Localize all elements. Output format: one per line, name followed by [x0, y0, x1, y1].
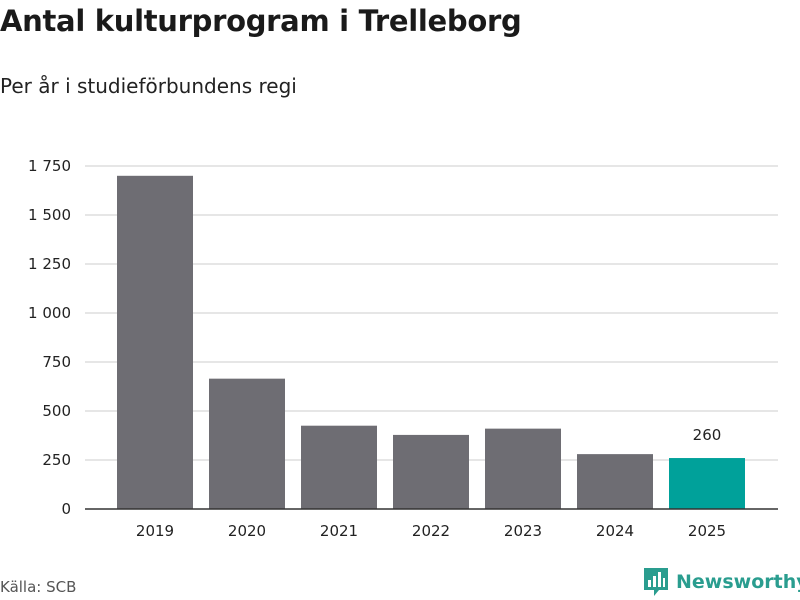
- y-tick-label: 750: [42, 353, 71, 371]
- y-axis-tick-labels: 0 250 500 750 1 000 1 250 1 500 1 750: [28, 157, 71, 518]
- x-tick-label: 2023: [504, 522, 542, 540]
- y-tick-label: 0: [61, 500, 71, 518]
- newsworthy-logo-icon: [644, 568, 668, 596]
- x-tick-label: 2020: [228, 522, 266, 540]
- y-tick-label: 500: [42, 402, 71, 420]
- bar-2020[interactable]: [209, 378, 285, 509]
- bar-2021[interactable]: [301, 425, 377, 509]
- brand-logo[interactable]: Newsworthy: [644, 568, 800, 596]
- bar-2025[interactable]: [669, 458, 745, 509]
- chart-title: Antal kulturprogram i Trelleborg: [0, 4, 522, 38]
- y-tick-label: 1 000: [28, 304, 71, 322]
- data-labels: 260: [693, 426, 722, 444]
- brand-name: Newsworthy: [676, 571, 800, 593]
- bar-2023[interactable]: [485, 428, 561, 509]
- x-axis-tick-labels: 2019 2020 2021 2022 2023 2024 2025: [136, 522, 726, 540]
- bar-2022[interactable]: [393, 434, 469, 509]
- x-tick-label: 2019: [136, 522, 174, 540]
- x-tick-label: 2025: [688, 522, 726, 540]
- bar-2019[interactable]: [117, 175, 193, 510]
- source-note: Källa: SCB: [0, 578, 77, 596]
- y-tick-label: 1 500: [28, 206, 71, 224]
- bar-2024[interactable]: [577, 454, 653, 509]
- y-tick-label: 250: [42, 451, 71, 469]
- chart-subtitle: Per år i studieförbundens regi: [0, 74, 297, 98]
- x-tick-label: 2022: [412, 522, 450, 540]
- x-tick-label: 2021: [320, 522, 358, 540]
- grid-lines: [85, 165, 778, 461]
- y-tick-label: 1 250: [28, 255, 71, 273]
- x-tick-label: 2024: [596, 522, 634, 540]
- y-tick-label: 1 750: [28, 157, 71, 175]
- data-label: 260: [693, 426, 722, 444]
- bars: [117, 175, 745, 510]
